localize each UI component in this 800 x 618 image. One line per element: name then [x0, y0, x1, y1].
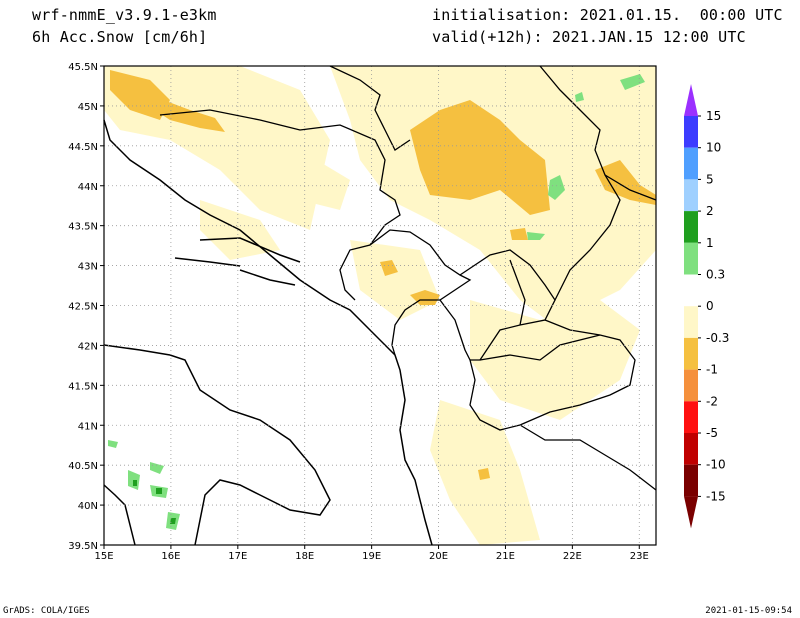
lat-tick-label: 40N — [78, 501, 98, 512]
latitude-axis: 45.5N 45N 44.5N 44N 43.5N 43N 42.5N 42N 41.5N 41N… — [68, 62, 104, 552]
colorbar-segment — [684, 116, 698, 148]
colorbar-label: 5 — [706, 172, 714, 186]
colorbar-label: -5 — [706, 426, 718, 440]
footer-right: 2021-01-15-09:54 — [705, 606, 792, 616]
colorbar-label: -0.3 — [706, 331, 729, 345]
lat-tick-label: 45N — [78, 102, 98, 113]
longitude-axis: 15E 16E 17E 18E 19E 20E 21E 22E 23E — [94, 545, 649, 562]
country-borders — [159, 65, 657, 491]
field-title: 6h Acc.Snow [cm/6h] — [32, 28, 208, 46]
colorbar-label: -2 — [706, 394, 718, 408]
colorbar-label: 0 — [706, 299, 714, 313]
colorbar-label: 1 — [706, 236, 714, 250]
lat-tick-label: 42N — [78, 341, 98, 352]
colorbar-segment — [684, 211, 698, 243]
colorbar-top-arrow — [684, 84, 698, 116]
lat-tick-label: 41.5N — [68, 381, 98, 392]
colorbar-segment — [684, 147, 698, 180]
colorbar-label: -10 — [706, 458, 726, 472]
model-title: wrf-nmmE_v3.9.1-e3km — [32, 6, 217, 24]
lon-tick-label: 23E — [630, 551, 649, 562]
lon-tick-label: 17E — [228, 551, 247, 562]
lat-tick-label: 45.5N — [68, 62, 98, 73]
lon-tick-label: 15E — [94, 551, 113, 562]
lon-tick-label: 21E — [496, 551, 515, 562]
grid-lines — [104, 66, 656, 545]
coastlines — [103, 119, 433, 546]
colorbar-segment — [684, 242, 698, 275]
colorbar-label: 0.3 — [706, 268, 725, 282]
lat-tick-label: 41N — [78, 421, 98, 432]
colorbar-segment — [684, 369, 698, 402]
lat-tick-label: 40.5N — [68, 461, 98, 472]
colorbar-segment — [684, 337, 698, 370]
lat-tick-label: 42.5N — [68, 302, 98, 313]
init-time: initialisation: 2021.01.15. 00:00 UTC — [432, 6, 783, 24]
lat-tick-label: 39.5N — [68, 541, 98, 552]
lat-tick-label: 44.5N — [68, 142, 98, 153]
colorbar-segment — [684, 464, 698, 497]
lat-tick-label: 43.5N — [68, 222, 98, 233]
colorbar-label: -15 — [706, 489, 726, 503]
valid-time: valid(+12h): 2021.JAN.15 12:00 UTC — [432, 28, 746, 46]
colorbar-bottom-arrow — [684, 496, 698, 529]
colorbar-segment — [684, 401, 698, 433]
lat-tick-label: 43N — [78, 262, 98, 273]
colorbar: 15 10 5 2 1 0.3 0 -0.3 -1 -2 -5 -10 -15 — [684, 84, 729, 529]
colorbar-segment — [684, 306, 698, 338]
colorbar-segment — [684, 274, 698, 307]
lon-tick-label: 16E — [161, 551, 180, 562]
lon-tick-label: 19E — [362, 551, 381, 562]
lon-tick-label: 18E — [295, 551, 314, 562]
colorbar-label: 10 — [706, 141, 721, 155]
colorbar-label: 2 — [706, 204, 714, 218]
colorbar-label: 15 — [706, 109, 721, 123]
lon-tick-label: 20E — [429, 551, 448, 562]
footer-left: GrADS: COLA/IGES — [3, 606, 90, 616]
colorbar-segment — [684, 179, 698, 212]
snow-field — [104, 66, 656, 545]
lat-tick-label: 44N — [78, 182, 98, 193]
lon-tick-label: 22E — [563, 551, 582, 562]
colorbar-label: -1 — [706, 363, 718, 377]
colorbar-segment — [684, 433, 698, 465]
